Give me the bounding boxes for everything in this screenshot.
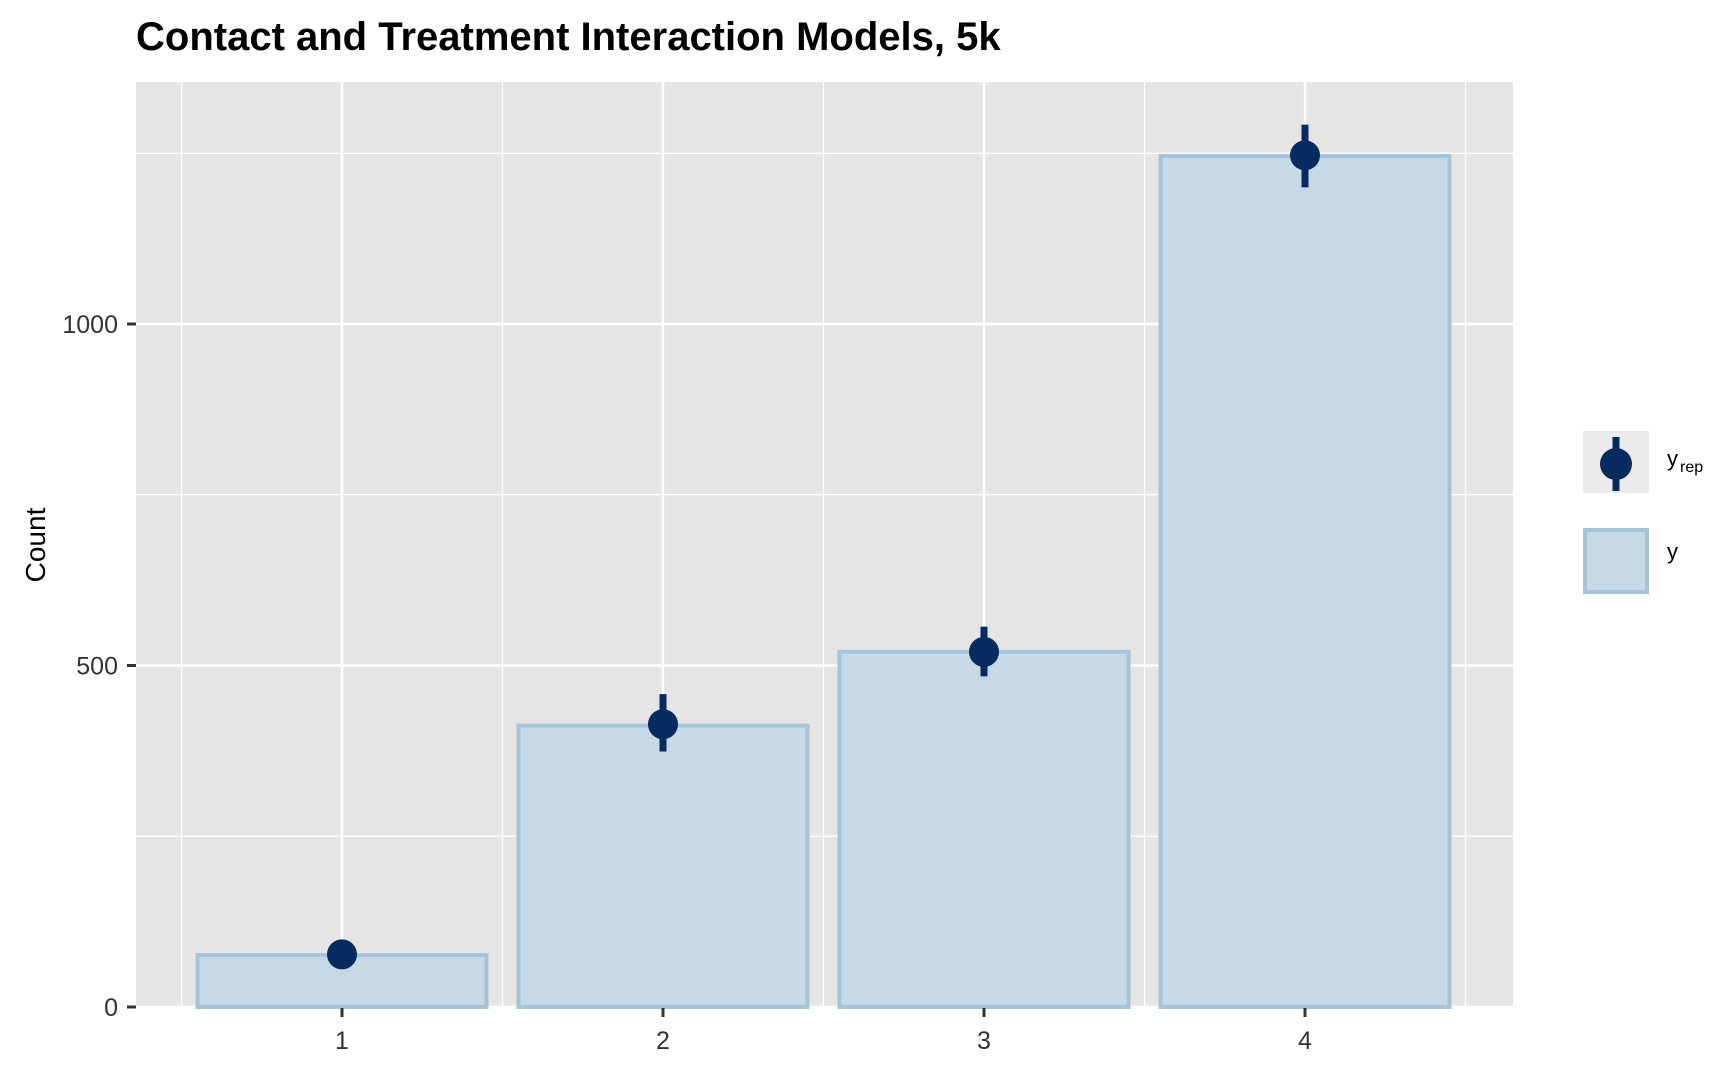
- bars: [195, 153, 1452, 1010]
- point-intervals: [327, 124, 1320, 970]
- legend-key-y-bar: [1583, 528, 1649, 594]
- y-tick-label: 1000: [62, 311, 118, 339]
- point-3: [969, 636, 999, 667]
- chart-title: Contact and Treatment Interaction Models…: [136, 15, 1001, 59]
- x-tick-label: 4: [1298, 1027, 1312, 1055]
- bar-2: [516, 723, 810, 1009]
- x-tick-label: 2: [656, 1027, 670, 1055]
- bar-3: [837, 649, 1131, 1010]
- x-tick-label: 1: [335, 1027, 349, 1055]
- point-4: [1290, 140, 1320, 171]
- point-2: [648, 709, 678, 740]
- point-1: [327, 939, 357, 970]
- legend: y rep y: [1583, 431, 1703, 594]
- y-tick-label: 500: [76, 653, 118, 681]
- bar-4: [1158, 153, 1452, 1009]
- y-axis-title: Count: [20, 507, 51, 582]
- legend-key-yrep-point: [1600, 448, 1632, 480]
- legend-label: y: [1667, 539, 1678, 564]
- axes: 0 500 1000 1 2 3 4: [62, 311, 1312, 1055]
- x-tick-label: 3: [977, 1027, 991, 1055]
- legend-label: y rep: [1667, 446, 1703, 476]
- y-tick-label: 0: [104, 994, 118, 1022]
